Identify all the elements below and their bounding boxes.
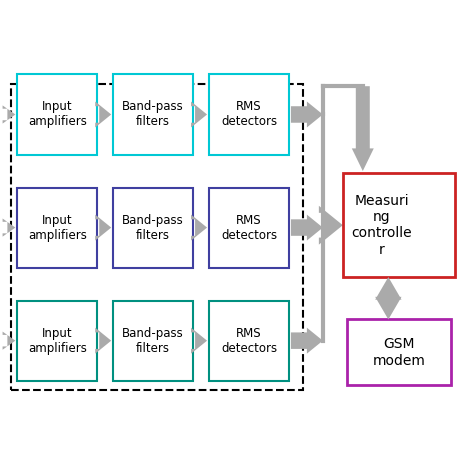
Polygon shape	[95, 328, 111, 354]
Polygon shape	[191, 328, 207, 354]
Text: Band-pass
filters: Band-pass filters	[122, 214, 184, 242]
Bar	[11, 84, 303, 390]
Bar	[209, 188, 289, 268]
Polygon shape	[375, 277, 401, 300]
Bar	[113, 74, 193, 155]
Text: RMS
detectors: RMS detectors	[221, 327, 277, 355]
Text: RMS
detectors: RMS detectors	[221, 100, 277, 128]
Bar	[209, 301, 289, 381]
Polygon shape	[2, 219, 15, 237]
Text: Band-pass
filters: Band-pass filters	[122, 327, 184, 355]
Polygon shape	[2, 332, 15, 350]
Polygon shape	[291, 328, 323, 354]
Text: RMS
detectors: RMS detectors	[221, 214, 277, 242]
Text: Input
amplifiers: Input amplifiers	[28, 327, 87, 355]
Bar	[18, 301, 97, 381]
Bar	[113, 188, 193, 268]
Bar	[343, 173, 455, 277]
Text: Band-pass
filters: Band-pass filters	[122, 100, 184, 128]
Polygon shape	[95, 101, 111, 128]
Polygon shape	[95, 215, 111, 240]
Bar	[382, 297, 395, 300]
Text: GSM
modem: GSM modem	[372, 337, 425, 367]
Polygon shape	[191, 101, 207, 128]
Bar	[18, 188, 97, 268]
Polygon shape	[319, 206, 343, 245]
Text: Measuri
ng
controlle
r: Measuri ng controlle r	[352, 194, 412, 256]
Polygon shape	[291, 101, 323, 128]
Bar	[209, 74, 289, 155]
Bar	[347, 319, 451, 385]
Polygon shape	[291, 215, 323, 240]
Bar	[113, 301, 193, 381]
Polygon shape	[352, 86, 374, 171]
Polygon shape	[2, 105, 15, 124]
Text: Input
amplifiers: Input amplifiers	[28, 214, 87, 242]
Bar	[18, 74, 97, 155]
Polygon shape	[191, 215, 207, 240]
Text: Input
amplifiers: Input amplifiers	[28, 100, 87, 128]
Polygon shape	[375, 297, 401, 319]
